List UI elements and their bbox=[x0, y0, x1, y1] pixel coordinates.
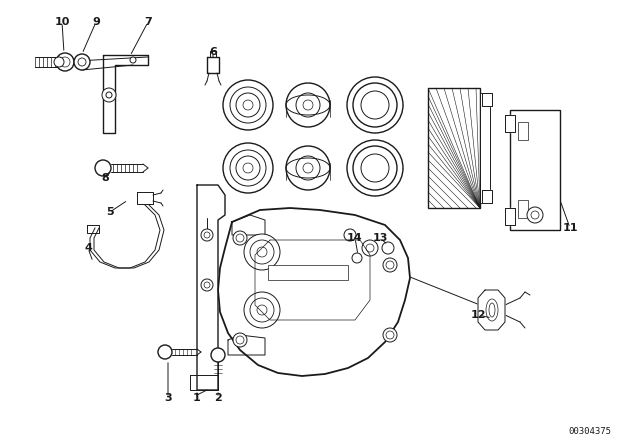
Circle shape bbox=[344, 229, 356, 241]
Polygon shape bbox=[197, 185, 225, 390]
Polygon shape bbox=[228, 335, 265, 355]
Circle shape bbox=[352, 253, 362, 263]
Circle shape bbox=[233, 333, 247, 347]
Circle shape bbox=[95, 160, 111, 176]
Circle shape bbox=[233, 231, 247, 245]
Text: 4: 4 bbox=[84, 243, 92, 253]
Circle shape bbox=[527, 207, 543, 223]
Text: 7: 7 bbox=[144, 17, 152, 27]
Text: 2: 2 bbox=[214, 393, 222, 403]
Polygon shape bbox=[255, 240, 370, 320]
Polygon shape bbox=[207, 57, 219, 73]
Circle shape bbox=[74, 54, 90, 70]
Bar bbox=[518, 122, 528, 140]
Circle shape bbox=[286, 146, 330, 190]
Polygon shape bbox=[137, 192, 153, 204]
Bar bbox=[268, 265, 348, 280]
Circle shape bbox=[383, 258, 397, 272]
Circle shape bbox=[223, 80, 273, 130]
Circle shape bbox=[347, 77, 403, 133]
Circle shape bbox=[54, 57, 64, 67]
Polygon shape bbox=[478, 290, 505, 330]
Circle shape bbox=[158, 345, 172, 359]
Polygon shape bbox=[218, 208, 410, 376]
Circle shape bbox=[201, 279, 213, 291]
Circle shape bbox=[244, 234, 280, 270]
Circle shape bbox=[286, 83, 330, 127]
Polygon shape bbox=[190, 375, 218, 390]
Text: 1: 1 bbox=[193, 393, 201, 403]
Circle shape bbox=[130, 57, 136, 63]
Circle shape bbox=[201, 229, 213, 241]
Circle shape bbox=[211, 348, 225, 362]
Polygon shape bbox=[87, 225, 99, 233]
Text: 10: 10 bbox=[54, 17, 70, 27]
Text: 3: 3 bbox=[164, 393, 172, 403]
Text: 11: 11 bbox=[563, 223, 578, 233]
Text: 6: 6 bbox=[209, 47, 217, 57]
Bar bbox=[518, 200, 528, 218]
Text: 00304375: 00304375 bbox=[568, 427, 611, 436]
Circle shape bbox=[382, 242, 394, 254]
Circle shape bbox=[383, 328, 397, 342]
Circle shape bbox=[102, 88, 116, 102]
Polygon shape bbox=[482, 93, 492, 106]
Text: 12: 12 bbox=[470, 310, 486, 320]
Text: 5: 5 bbox=[106, 207, 114, 217]
Bar bbox=[510, 110, 560, 230]
Polygon shape bbox=[232, 215, 265, 235]
Circle shape bbox=[56, 53, 74, 71]
Circle shape bbox=[347, 140, 403, 196]
Bar bbox=[428, 88, 480, 208]
Circle shape bbox=[244, 292, 280, 328]
Polygon shape bbox=[505, 115, 515, 132]
Circle shape bbox=[362, 240, 378, 256]
Circle shape bbox=[223, 143, 273, 193]
Text: 14: 14 bbox=[347, 233, 363, 243]
Text: 9: 9 bbox=[92, 17, 100, 27]
Bar bbox=[480, 93, 490, 203]
Polygon shape bbox=[505, 208, 515, 225]
Text: 13: 13 bbox=[372, 233, 388, 243]
Polygon shape bbox=[103, 55, 148, 133]
Polygon shape bbox=[482, 190, 492, 203]
Text: 8: 8 bbox=[101, 173, 109, 183]
